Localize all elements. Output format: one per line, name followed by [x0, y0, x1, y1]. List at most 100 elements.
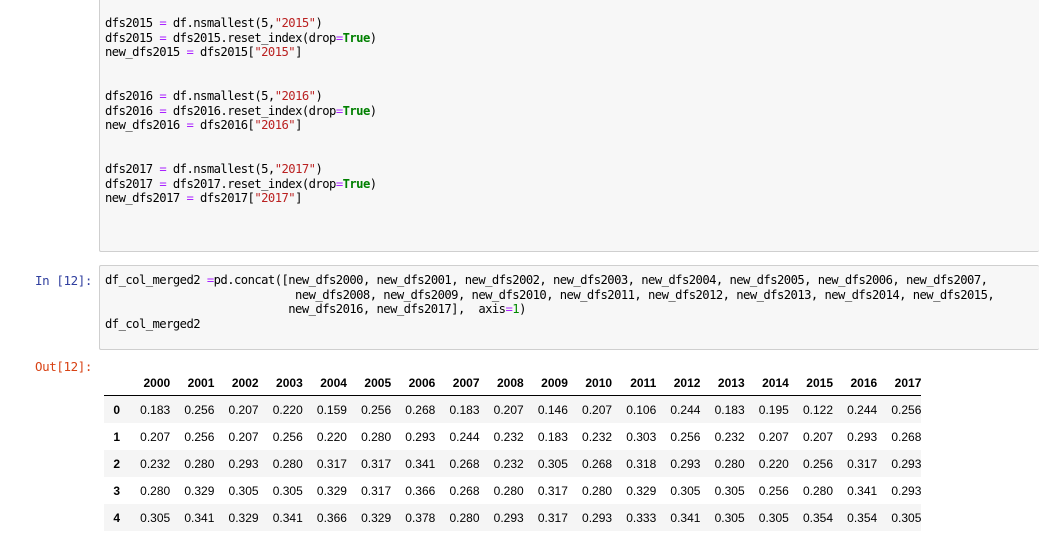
code-text: ] [295, 45, 302, 60]
code-text: dfs2015.reset_index(drop [166, 30, 336, 45]
table-cell: 0.268 [449, 483, 480, 498]
code-keyword: True [342, 103, 371, 118]
table-cell: 0.268 [582, 456, 613, 471]
code-editor[interactable]: df_col_merged2 =pd.concat([new_dfs2000, … [100, 266, 1039, 331]
code-text: new_dfs2008, new_dfs2009, new_dfs2010, n… [105, 287, 995, 302]
code-text: df_col_merged2 [105, 273, 207, 287]
dataframe-table: 2000 2001 2002 2003 2004 2005 2006 2007 2008 2009… [104, 370, 922, 531]
table-cell: 0.318 [626, 456, 657, 471]
table-cell: 0.232 [493, 456, 524, 471]
table-row: 1 0.207 0.256 0.207 0.256 0.220 0.280 0.293 0.24… [104, 423, 921, 450]
table-cell: 0.268 [405, 402, 436, 417]
code-text: dfs2017.reset_index(drop [166, 176, 336, 191]
code-line: new_dfs2016 = dfs2016["2016"] [105, 118, 1039, 133]
table-cell: 0.329 [316, 483, 347, 498]
code-operator: = [159, 30, 167, 45]
code-string: "2015" [274, 16, 316, 30]
table-cell: 0.244 [670, 402, 701, 417]
table-cell: 0.293 [582, 510, 613, 525]
table-cell: 0.256 [184, 402, 215, 417]
code-string: "2017" [254, 191, 296, 206]
table-cell: 0.159 [316, 402, 347, 417]
code-text: new_dfs2016 [105, 118, 187, 133]
table-row: 2 0.232 0.280 0.293 0.280 0.317 0.317 0.341 0.26… [104, 450, 922, 477]
column-header: 2007 [435, 370, 480, 396]
table-body: 0 0.183 0.256 0.207 0.220 0.159 0.256 0.268 0.18… [104, 395, 922, 531]
table-cell: 0.256 [184, 429, 215, 444]
table-cell: 0.183 [449, 402, 480, 417]
table-cell: 0.305 [272, 483, 303, 498]
column-header: 2010 [567, 370, 613, 396]
code-text: dfs2016.reset_index(drop [166, 103, 336, 118]
table-cell: 0.268 [449, 456, 480, 471]
table-cell: 0.305 [228, 483, 259, 498]
table-cell: 0.207 [493, 402, 524, 417]
code-line: dfs2017 = dfs2017.reset_index(drop=True) [105, 177, 1039, 192]
table-cell: 0.354 [802, 510, 833, 525]
code-text: ] [295, 118, 302, 133]
column-header: 2009 [523, 370, 568, 396]
table-cell: 0.341 [272, 510, 303, 525]
table-cell: 0.293 [405, 429, 436, 444]
code-operator: = [335, 103, 343, 118]
code-text: new_dfs2015 [105, 45, 187, 60]
table-cell: 0.207 [140, 429, 171, 444]
table-cell: 0.366 [405, 483, 436, 498]
table-cell: 0.195 [758, 402, 789, 417]
table-cell: 0.232 [582, 429, 613, 444]
code-line: dfs2017 = df.nsmallest(5,"2017") [105, 162, 1039, 177]
table-cell: 0.305 [714, 483, 745, 498]
table-cell: 0.207 [802, 429, 833, 444]
code-line: dfs2016 = df.nsmallest(5,"2016") [105, 89, 1039, 104]
code-cell-12[interactable]: df_col_merged2 =pd.concat([new_dfs2000, … [99, 265, 1039, 350]
table-cell: 0.232 [140, 456, 171, 471]
code-text: ] [295, 191, 302, 206]
code-text: pd.concat([new_dfs2000, new_dfs2001, new… [213, 273, 988, 287]
code-text: new_dfs2017 [105, 191, 187, 206]
table-cell: 0.268 [891, 429, 922, 444]
table-cell: 0.317 [537, 510, 568, 525]
code-text: dfs2017[ [193, 191, 255, 206]
table-cell: 0.280 [493, 483, 524, 498]
table-cell: 0.244 [449, 429, 480, 444]
code-text: ) [315, 161, 323, 176]
code-operator: = [159, 161, 167, 176]
table-cell: 0.280 [714, 456, 745, 471]
table-cell: 0.303 [626, 429, 657, 444]
input-prompt: In [12]: [34, 273, 92, 288]
column-header: 2013 [700, 370, 745, 396]
code-string: "2017" [274, 161, 316, 176]
table-cell: 0.232 [714, 429, 745, 444]
code-text: df.nsmallest(5, [166, 161, 275, 176]
table-cell: 0.183 [140, 402, 171, 417]
table-cell: 0.256 [272, 429, 303, 444]
code-text: dfs2015 [105, 16, 160, 30]
row-index: 3 [113, 483, 120, 498]
code-operator: = [159, 176, 167, 191]
code-string: "2016" [254, 118, 296, 133]
table-row: 0 0.183 0.256 0.207 0.220 0.159 0.256 0.268 0.18… [104, 395, 922, 423]
table-cell: 0.293 [670, 456, 701, 471]
code-operator: = [159, 103, 167, 118]
table-cell: 0.220 [758, 456, 789, 471]
table-cell: 0.305 [714, 510, 745, 525]
table-cell: 0.317 [361, 456, 392, 471]
table-cell: 0.366 [316, 510, 347, 525]
column-header: 2016 [833, 370, 878, 396]
code-cell-previous[interactable]: dfs2015 = df.nsmallest(5,"2015") dfs2015 … [99, 0, 1039, 252]
code-operator: = [335, 30, 343, 45]
table-cell: 0.317 [537, 483, 568, 498]
table-cell: 0.256 [891, 402, 922, 417]
table-cell: 0.329 [228, 510, 259, 525]
code-text: ) [369, 30, 377, 45]
code-editor[interactable]: dfs2015 = df.nsmallest(5,"2015") dfs2015 … [100, 0, 1039, 206]
table-cell: 0.146 [537, 402, 568, 417]
code-line: df_col_merged2 [105, 317, 1039, 332]
column-header: 2006 [391, 370, 436, 396]
code-text: dfs2017 [105, 161, 160, 176]
code-line [105, 60, 1039, 75]
code-text: df.nsmallest(5, [166, 88, 275, 103]
code-operator: = [186, 45, 194, 60]
code-line [105, 133, 1039, 148]
table-cell: 0.293 [891, 456, 922, 471]
